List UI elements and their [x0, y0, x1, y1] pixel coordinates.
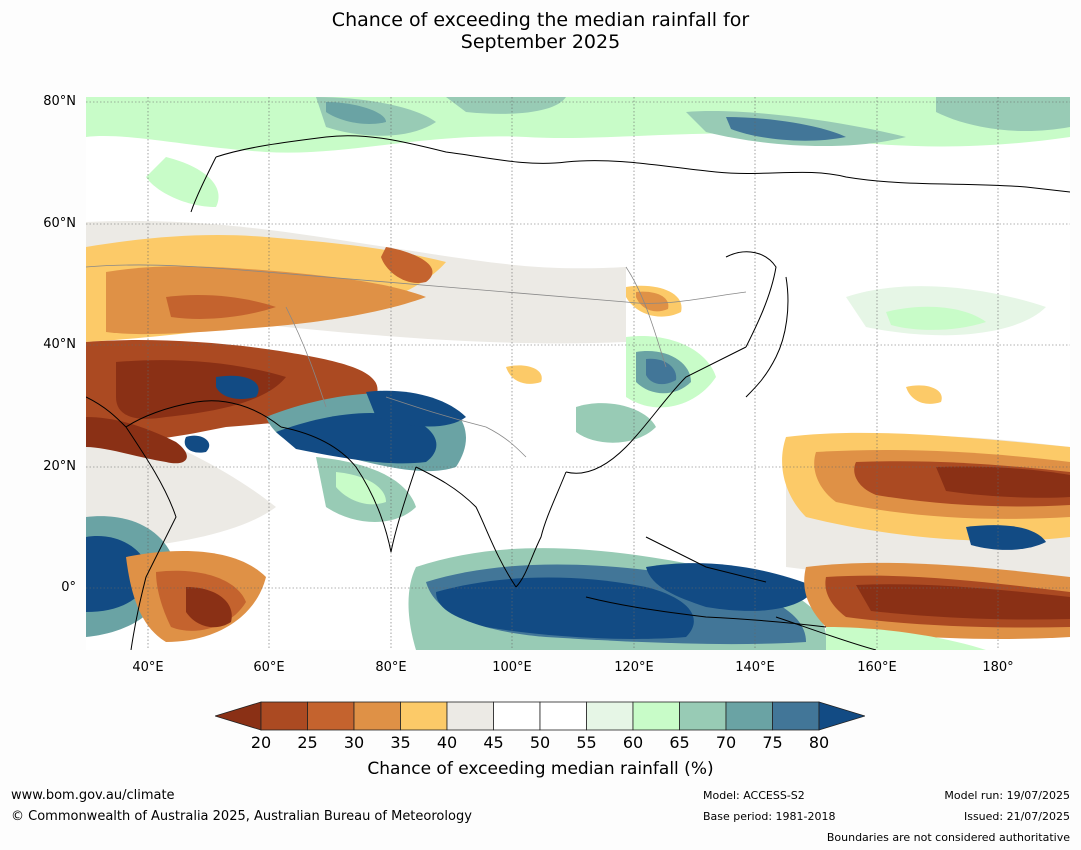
colorbar-cell-45-50	[493, 701, 541, 731]
lon-label-180: 180°	[982, 660, 1014, 675]
lon-label-100e: 100°E	[492, 660, 532, 675]
lat-label-40n: 40°N	[43, 337, 76, 352]
colorbar-cell-30-35	[353, 701, 401, 731]
title-line-1: Chance of exceeding the median rainfall …	[331, 9, 750, 31]
model-name: Model: ACCESS-S2	[703, 789, 805, 802]
colorbar-cell-70-75	[725, 701, 773, 731]
colorbar-cell-65-70	[679, 701, 727, 731]
colorbar-cell-below-20	[215, 701, 262, 731]
colorbar-cell-above-80	[818, 701, 865, 731]
colorbar-tick-25: 25	[297, 733, 318, 752]
title-line-2: September 2025	[460, 31, 621, 53]
map-title: Chance of exceeding the median rainfall …	[0, 9, 1081, 53]
copyright-text: © Commonwealth of Australia 2025, Austra…	[11, 809, 472, 824]
colorbar-cell-60-65	[632, 701, 680, 731]
rainfall-map	[86, 97, 1070, 650]
colorbar-cell-50-55	[539, 701, 587, 731]
colorbar-cell-40-45	[446, 701, 494, 731]
colorbar-tick-50: 50	[529, 733, 551, 752]
issued-date: Issued: 21/07/2025	[963, 810, 1070, 823]
lat-label-80n: 80°N	[43, 94, 76, 109]
colorbar-cell-55-60	[586, 701, 634, 731]
base-period: Base period: 1981-2018	[703, 810, 836, 823]
colorbar-tick-60: 60	[622, 733, 644, 752]
colorbar-cell-20-25	[260, 701, 308, 731]
colorbar-tick-80: 80	[808, 733, 830, 752]
colorbar-tick-70: 70	[715, 733, 737, 752]
colorbar-tick-55: 55	[576, 733, 597, 752]
lat-label-60n: 60°N	[43, 216, 76, 231]
lon-label-60e: 60°E	[253, 660, 285, 675]
map-canvas	[86, 97, 1070, 650]
colorbar-tick-65: 65	[669, 733, 690, 752]
colorbar-label: Chance of exceeding median rainfall (%)	[367, 759, 714, 779]
lon-label-160e: 160°E	[857, 660, 897, 675]
lon-label-120e: 120°E	[614, 660, 654, 675]
boundaries-disclaimer: Boundaries are not considered authoritat…	[826, 831, 1070, 844]
lat-label-0: 0°	[61, 580, 76, 595]
colorbar-tick-30: 30	[343, 733, 365, 752]
colorbar-cell-75-80	[772, 701, 820, 731]
colorbar-tick-20: 20	[250, 733, 272, 752]
lon-label-80e: 80°E	[375, 660, 407, 675]
model-run-date: Model run: 19/07/2025	[944, 789, 1070, 802]
colorbar-cell-25-30	[307, 701, 355, 731]
colorbar-tick-45: 45	[483, 733, 504, 752]
colorbar-tick-35: 35	[390, 733, 411, 752]
lon-label-40e: 40°E	[132, 660, 164, 675]
colorbar-tick-75: 75	[762, 733, 783, 752]
colorbar	[215, 701, 865, 731]
lat-label-20n: 20°N	[43, 459, 76, 474]
lon-label-140e: 140°E	[735, 660, 775, 675]
bom-url-link[interactable]: www.bom.gov.au/climate	[11, 788, 175, 803]
colorbar-cell-35-40	[400, 701, 448, 731]
colorbar-tick-40: 40	[436, 733, 458, 752]
